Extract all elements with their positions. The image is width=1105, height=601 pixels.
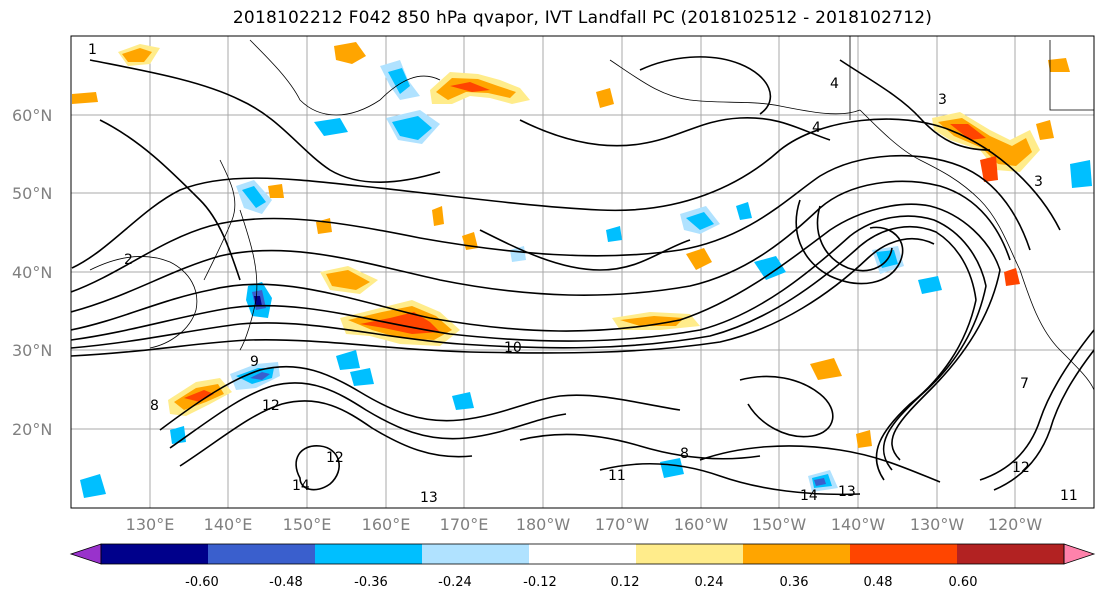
colorbar-tick-label: 0.48 xyxy=(864,575,893,590)
lat-label: 30°N xyxy=(12,341,52,360)
contour-label: 4 xyxy=(830,76,839,92)
contour-label: 4 xyxy=(812,120,821,136)
lon-label: 140°W xyxy=(831,515,886,534)
colorbar-segment xyxy=(208,544,316,564)
lon-label: 180°W xyxy=(516,515,571,534)
colorbar xyxy=(69,543,1096,565)
lon-label: 130°W xyxy=(910,515,965,534)
lat-label: 20°N xyxy=(12,420,52,439)
contour-label: 13 xyxy=(838,484,856,500)
lon-label: 170°W xyxy=(595,515,650,534)
lon-label: 150°W xyxy=(752,515,807,534)
lon-label: 160°W xyxy=(674,515,729,534)
colorbar-segment xyxy=(422,544,530,564)
colorbar-tick-label: 0.36 xyxy=(780,575,809,590)
map-frame xyxy=(70,35,1095,509)
colorbar-segment xyxy=(957,544,1065,564)
colorbar-segment xyxy=(529,544,637,564)
contour-label: 3 xyxy=(1034,174,1043,190)
lat-label: 60°N xyxy=(12,106,52,125)
lon-label: 160°E xyxy=(362,515,411,534)
colorbar-segment xyxy=(636,544,744,564)
contour-label: 12 xyxy=(326,450,344,466)
contour-label: 2 xyxy=(124,252,133,268)
ivt-contours xyxy=(71,56,1094,496)
contour-label: 11 xyxy=(1060,488,1078,504)
coastlines xyxy=(89,36,1094,391)
contour-label: 9 xyxy=(250,354,259,370)
contour-label: 3 xyxy=(938,92,947,108)
colorbar-extend-max xyxy=(1063,543,1096,565)
contour-label: 13 xyxy=(420,490,438,506)
colorbar-tick-label: -0.24 xyxy=(438,575,472,590)
lat-label: 40°N xyxy=(12,263,52,282)
colorbar-tick-label: -0.60 xyxy=(185,575,219,590)
colorbar-tick-label: -0.36 xyxy=(354,575,388,590)
contour-label: 8 xyxy=(680,446,689,462)
contour-label: 12 xyxy=(1012,460,1030,476)
lon-label: 120°W xyxy=(988,515,1043,534)
colorbar-segment xyxy=(101,544,209,564)
lon-label: 150°E xyxy=(283,515,332,534)
lon-label: 140°E xyxy=(204,515,253,534)
contour-label: 14 xyxy=(800,488,818,504)
lon-label: 130°E xyxy=(126,515,175,534)
colorbar-segment xyxy=(850,544,958,564)
contour-label: 1 xyxy=(88,42,97,58)
qvapor-fill-patches xyxy=(72,42,1092,498)
lat-label: 50°N xyxy=(12,184,52,203)
colorbar-tick-labels: -0.60 -0.48 -0.36 -0.24 -0.12 0.12 0.24 … xyxy=(185,575,977,590)
colorbar-segment xyxy=(743,544,851,564)
colorbar-extend-min xyxy=(69,543,102,565)
colorbar-tick-label: 0.24 xyxy=(695,575,724,590)
lat-labels: 60°N 50°N 40°N 30°N 20°N xyxy=(12,106,52,439)
colorbar-segment xyxy=(315,544,423,564)
contour-label: 7 xyxy=(1020,376,1029,392)
colorbar-tick-label: 0.12 xyxy=(611,575,640,590)
colorbar-tick-label: 0.60 xyxy=(949,575,978,590)
contour-labels: 1 4 3 4 10 9 8 12 12 14 13 11 13 14 12 1… xyxy=(88,42,1078,506)
contour-label: 14 xyxy=(292,478,310,494)
lon-labels: 130°E 140°E 150°E 160°E 170°E 180°W 170°… xyxy=(126,515,1043,534)
contour-label: 8 xyxy=(150,398,159,414)
chart-title: 2018102212 F042 850 hPa qvapor, IVT Land… xyxy=(232,8,933,28)
colorbar-tick-label: -0.48 xyxy=(269,575,303,590)
gridlines xyxy=(71,36,1094,508)
colorbar-tick-label: -0.12 xyxy=(523,575,557,590)
lon-label: 170°E xyxy=(440,515,489,534)
contour-label: 12 xyxy=(262,398,280,414)
colorbar-frame xyxy=(100,543,1065,565)
contour-label: 10 xyxy=(504,340,522,356)
contour-label: 11 xyxy=(608,468,626,484)
